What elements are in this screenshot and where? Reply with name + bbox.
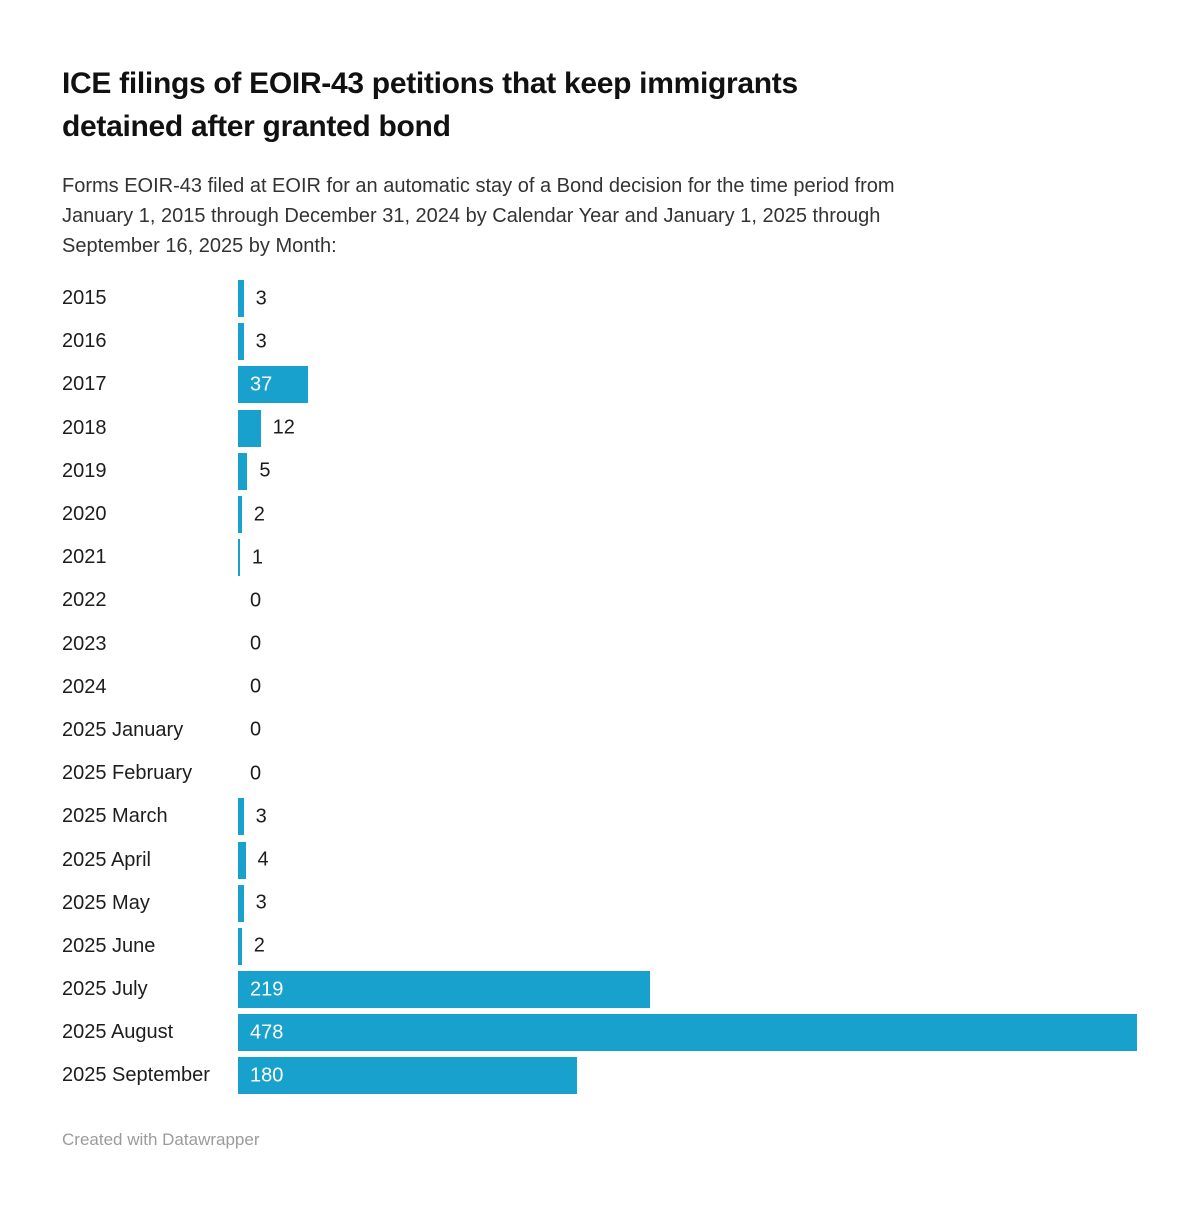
bar: [238, 409, 261, 447]
chart-row: 2025 June 2: [62, 925, 1137, 968]
value-label: 2: [253, 503, 265, 526]
category-label: 2019: [62, 459, 107, 482]
category-label: 2025 September: [62, 1064, 210, 1087]
value-label: 2: [253, 934, 265, 957]
bar-track: 478: [238, 1014, 1137, 1052]
value-label: 478: [250, 1021, 284, 1044]
value-label: 180: [250, 1064, 284, 1087]
bar-track: 5: [238, 452, 1137, 490]
chart-row: 2022 0: [62, 579, 1137, 622]
bar-track: 0: [238, 755, 1137, 792]
bar: [238, 366, 308, 404]
value-label: 3: [255, 287, 267, 310]
bar: [238, 539, 240, 577]
bar-track: 0: [238, 712, 1137, 749]
bar: [238, 884, 244, 922]
chart-row: 2019 5: [62, 450, 1137, 493]
bar-track: 12: [238, 409, 1137, 447]
value-label: 0: [250, 589, 262, 612]
category-label: 2025 February: [62, 762, 193, 785]
chart-row: 2025 February 0: [62, 752, 1137, 795]
bar-track: 3: [238, 323, 1137, 361]
value-label: 0: [250, 718, 262, 741]
chart-row: 2016 3: [62, 320, 1137, 363]
bar: [238, 323, 244, 361]
bar-track: 3: [238, 884, 1137, 922]
bar: [238, 971, 650, 1009]
bar-track: 180: [238, 1057, 1137, 1095]
chart-row: 2025 March 3: [62, 795, 1137, 838]
bar: [238, 798, 244, 836]
category-label: 2018: [62, 416, 107, 439]
chart-row: 2017 37: [62, 363, 1137, 406]
bar-track: 37: [238, 366, 1137, 404]
bar: [238, 452, 248, 490]
value-label: 12: [272, 416, 295, 439]
page-title: ICE filings of EOIR-43 petitions that ke…: [62, 67, 798, 143]
chart-row: 2025 September 180: [62, 1054, 1137, 1097]
chart-row: 2018 12: [62, 407, 1137, 450]
chart-row: 2025 April 4: [62, 838, 1137, 881]
bar: [238, 1057, 577, 1095]
chart-row: 2015 3: [62, 277, 1137, 320]
attribution: Created with Datawrapper: [62, 1130, 1137, 1150]
value-label: 4: [257, 848, 269, 871]
chart-row: 2025 July 219: [62, 968, 1137, 1011]
value-label: 3: [255, 891, 267, 914]
chart-row: 2024 0: [62, 666, 1137, 709]
bar: [238, 1014, 1137, 1052]
bar: [238, 280, 244, 318]
value-label: 37: [250, 373, 273, 396]
value-label: 3: [255, 330, 267, 353]
bar-track: 0: [238, 582, 1137, 619]
bar-track: 219: [238, 971, 1137, 1009]
chart-subtitle: Forms EOIR-43 filed at EOIR for an autom…: [62, 175, 895, 257]
bar-track: 0: [238, 669, 1137, 706]
chart-row: 2025 August 478: [62, 1011, 1137, 1054]
value-label: 0: [250, 762, 262, 785]
chart-row: 2020 2: [62, 493, 1137, 536]
category-label: 2015: [62, 287, 107, 310]
bar-track: 1: [238, 539, 1137, 577]
chart-row: 2023 0: [62, 623, 1137, 666]
bar: [238, 496, 242, 534]
value-label: 0: [250, 632, 262, 655]
category-label: 2024: [62, 675, 107, 698]
value-label: 219: [250, 978, 284, 1001]
value-label: 3: [255, 805, 267, 828]
category-label: 2023: [62, 632, 107, 655]
category-label: 2025 June: [62, 934, 156, 957]
category-label: 2025 January: [62, 718, 184, 741]
bar-chart: 2015 3 2016 3 2017 37 2018 12 2019 5 2020 2 2021 1 202…: [62, 277, 1137, 1098]
chart-card: ICE filings of EOIR-43 petitions that ke…: [62, 67, 1137, 1150]
bar-track: 0: [238, 626, 1137, 663]
bar-track: 2: [238, 927, 1137, 965]
value-label: 5: [259, 459, 271, 482]
category-label: 2020: [62, 503, 107, 526]
bar: [238, 841, 246, 879]
datawrapper-attribution-link[interactable]: Created with Datawrapper: [62, 1129, 260, 1149]
bar-track: 3: [238, 280, 1137, 318]
bar-track: 4: [238, 841, 1137, 879]
category-label: 2016: [62, 330, 107, 353]
bar-track: 2: [238, 496, 1137, 534]
bar: [238, 927, 242, 965]
bar-track: 3: [238, 798, 1137, 836]
value-label: 1: [251, 546, 264, 569]
category-label: 2022: [62, 589, 107, 612]
chart-row: 2021 1: [62, 536, 1137, 579]
chart-row: 2025 January 0: [62, 709, 1137, 752]
value-label: 0: [250, 675, 262, 698]
category-label: 2021: [62, 546, 107, 569]
category-label: 2017: [62, 373, 107, 396]
category-label: 2025 April: [62, 848, 151, 871]
chart-row: 2025 May 3: [62, 882, 1137, 925]
category-label: 2025 May: [62, 891, 150, 914]
category-label: 2025 August: [62, 1021, 174, 1044]
category-label: 2025 July: [62, 978, 148, 1001]
category-label: 2025 March: [62, 805, 168, 828]
